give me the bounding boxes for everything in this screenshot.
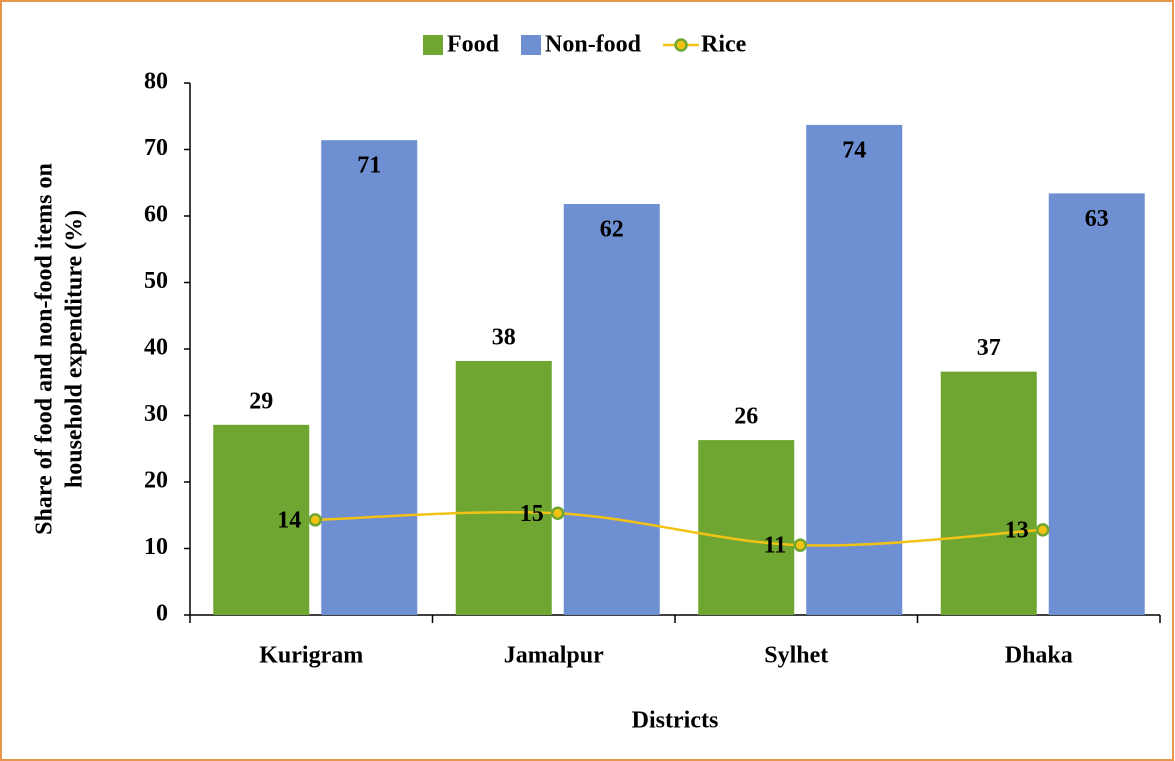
y-axis-title-line: household expenditure (%) bbox=[62, 210, 88, 488]
y-tick-label: 30 bbox=[144, 401, 168, 427]
y-tick-label: 80 bbox=[144, 69, 168, 95]
x-tick-label: Kurigram bbox=[259, 643, 363, 669]
x-tick-label: Jamalpur bbox=[504, 643, 604, 669]
value-label: 63 bbox=[1085, 206, 1109, 232]
legend-swatch bbox=[423, 35, 443, 55]
bar bbox=[563, 204, 660, 615]
value-label: 71 bbox=[357, 153, 381, 179]
value-label: 29 bbox=[249, 388, 273, 414]
y-tick-label: 0 bbox=[156, 601, 168, 627]
value-label: 62 bbox=[600, 217, 624, 243]
y-tick-label: 10 bbox=[144, 534, 168, 560]
value-label: 26 bbox=[734, 404, 758, 430]
value-label: 37 bbox=[977, 335, 1001, 361]
bar bbox=[940, 371, 1037, 615]
y-tick-label: 60 bbox=[144, 202, 168, 228]
bar bbox=[213, 424, 310, 615]
value-label: 74 bbox=[842, 137, 866, 163]
x-tick-label: Dhaka bbox=[1005, 643, 1073, 669]
legend-marker bbox=[674, 38, 688, 52]
legend-swatch bbox=[521, 35, 542, 55]
line-marker bbox=[793, 538, 807, 552]
value-label: 14 bbox=[277, 507, 301, 533]
y-tick-label: 70 bbox=[144, 135, 168, 161]
y-tick-label: 20 bbox=[144, 468, 168, 494]
y-tick-label: 50 bbox=[144, 268, 168, 294]
x-tick-label: Sylhet bbox=[764, 643, 828, 669]
y-axis-title-line: Share of food and non-food items on bbox=[32, 163, 58, 535]
x-axis-title: Districts bbox=[632, 708, 719, 734]
line-marker bbox=[551, 506, 565, 521]
legend-label: Non-food bbox=[545, 32, 642, 58]
value-label: 13 bbox=[1005, 517, 1029, 543]
value-label: 38 bbox=[492, 324, 516, 350]
line-marker bbox=[308, 513, 322, 527]
bar bbox=[806, 124, 903, 616]
line bbox=[315, 510, 1043, 547]
y-tick-label: 40 bbox=[144, 335, 168, 361]
bar bbox=[321, 140, 418, 615]
legend-label: Rice bbox=[701, 32, 747, 58]
legend-label: Food bbox=[447, 32, 500, 58]
bar bbox=[698, 440, 795, 615]
value-label: 11 bbox=[764, 533, 787, 559]
bar bbox=[1048, 193, 1145, 615]
bar bbox=[455, 360, 552, 615]
value-label: 15 bbox=[520, 501, 544, 527]
y-axis-title: Share of food and non-food items on hous… bbox=[32, 163, 88, 535]
line-marker bbox=[1036, 523, 1050, 537]
